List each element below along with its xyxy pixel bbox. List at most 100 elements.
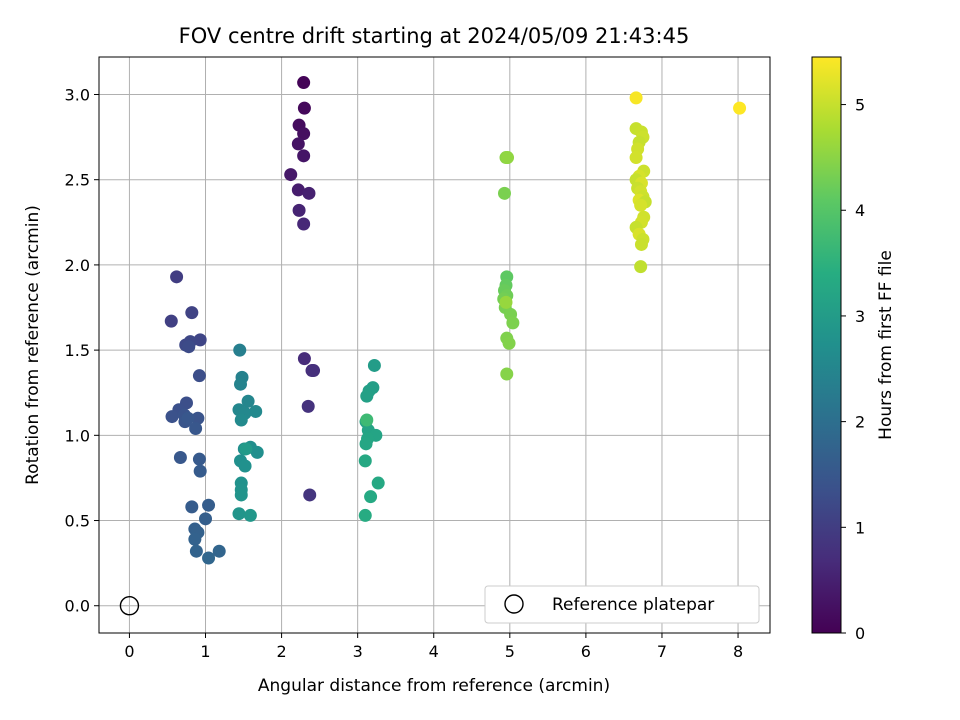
data-point: [234, 488, 248, 502]
data-point: [191, 411, 205, 425]
data-point: [500, 367, 514, 381]
colorbar-tick-label: 1: [855, 518, 865, 537]
data-point: [297, 217, 311, 231]
data-point: [733, 101, 747, 115]
x-ticks: 0 1 2 3 4 5 6 7 8: [124, 633, 743, 661]
data-point: [358, 454, 372, 468]
colorbar-tick-label: 0: [855, 624, 865, 643]
colorbar-tick-label: 4: [855, 201, 865, 220]
data-point: [303, 488, 317, 502]
data-point: [634, 237, 648, 251]
y-ticks: 0.0 0.5 1.0 1.5 2.0 2.5 3.0: [65, 85, 99, 616]
data-point: [629, 91, 643, 105]
data-point: [233, 343, 247, 357]
data-point: [241, 394, 255, 408]
data-point: [291, 137, 305, 151]
data-point: [193, 464, 207, 478]
data-point: [165, 410, 179, 424]
data-point: [292, 203, 306, 217]
x-tick-label: 4: [429, 642, 439, 661]
legend-label-reference-platepar: Reference platepar: [552, 595, 714, 615]
data-point: [502, 336, 516, 350]
y-tick-label: 1.5: [65, 341, 90, 360]
x-tick-label: 0: [124, 642, 134, 661]
data-point: [297, 76, 311, 90]
data-point: [234, 377, 248, 391]
data-point: [250, 445, 264, 459]
y-tick-label: 0.5: [65, 512, 90, 531]
data-point: [188, 532, 202, 546]
data-point: [173, 450, 187, 464]
data-point: [189, 544, 203, 558]
y-axis-label: Rotation from reference (arcmin): [23, 205, 43, 485]
data-point: [360, 413, 374, 427]
data-point: [497, 186, 511, 200]
colorbar-tick-label: 2: [855, 413, 865, 432]
chart-title: FOV centre drift starting at 2024/05/09 …: [179, 24, 690, 48]
data-point: [301, 399, 315, 413]
data-point: [202, 498, 216, 512]
x-tick-label: 2: [276, 642, 286, 661]
x-tick-label: 6: [581, 642, 591, 661]
data-point: [629, 151, 643, 165]
data-point: [634, 260, 648, 274]
data-point: [181, 411, 195, 425]
data-point: [367, 358, 381, 372]
data-point: [297, 127, 311, 141]
x-tick-label: 5: [505, 642, 515, 661]
x-tick-label: 1: [200, 642, 210, 661]
data-point: [185, 500, 199, 514]
colorbar-tick-label: 3: [855, 307, 865, 326]
data-point: [202, 551, 216, 565]
data-point: [364, 490, 378, 504]
reference-platepar-marker: [119, 596, 140, 616]
data-point: [212, 544, 226, 558]
data-point: [634, 198, 648, 212]
y-tick-label: 2.0: [65, 256, 90, 275]
data-point: [164, 314, 178, 328]
data-point: [232, 507, 246, 521]
plot-frame: [98, 56, 771, 634]
data-point: [185, 306, 199, 320]
data-point: [182, 340, 196, 354]
data-point: [291, 183, 305, 197]
y-tick-label: 3.0: [65, 85, 90, 104]
colorbar-tick-label: 5: [855, 96, 865, 115]
legend-marker-reference-platepar: [504, 594, 524, 614]
data-point: [307, 364, 321, 378]
data-point: [501, 151, 515, 165]
y-tick-label: 0.0: [65, 597, 90, 616]
data-point: [238, 459, 252, 473]
data-point: [297, 101, 311, 115]
colorbar: 0 1 2 3 4 5 Hours from first FF file: [811, 56, 896, 643]
data-point: [249, 404, 263, 418]
data-point: [234, 413, 248, 427]
x-tick-label: 8: [733, 642, 743, 661]
data-point: [243, 508, 257, 522]
legend: Reference platepar: [484, 585, 760, 624]
data-point: [189, 422, 203, 436]
data-point: [360, 389, 374, 403]
data-point: [371, 476, 385, 490]
data-point: [192, 452, 206, 466]
x-axis-label: Angular distance from reference (arcmin): [258, 676, 610, 696]
x-tick-label: 7: [657, 642, 667, 661]
data-point: [359, 437, 373, 451]
y-tick-label: 2.5: [65, 171, 90, 190]
data-point: [239, 442, 253, 456]
x-tick-label: 3: [353, 642, 363, 661]
data-point: [193, 333, 207, 347]
data-point: [499, 295, 513, 309]
data-points: [119, 76, 747, 616]
legend-box: [484, 585, 760, 624]
colorbar-ticks: 0 1 2 3 4 5: [841, 96, 865, 643]
data-point: [170, 270, 184, 284]
data-point: [297, 352, 311, 366]
data-point: [506, 316, 520, 330]
colorbar-gradient: [811, 56, 842, 634]
data-point: [302, 186, 316, 200]
data-point: [297, 149, 311, 163]
y-tick-label: 1.0: [65, 426, 90, 445]
colorbar-label: Hours from first FF file: [876, 250, 896, 440]
